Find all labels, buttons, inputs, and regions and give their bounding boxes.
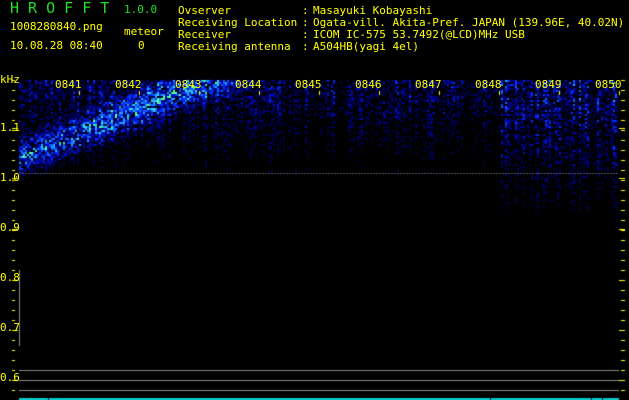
info-label-location: Receiving Location — [178, 16, 298, 29]
info-label-observer: Ovserver — [178, 4, 231, 17]
datetime: 10.08.28 08:40 — [10, 39, 103, 52]
info-value-receiver: ICOM IC-575 53.7492(@LCD)MHz USB — [313, 28, 525, 41]
x-tick-label: 0847 — [415, 78, 442, 91]
x-tick-label: 0850 — [595, 78, 622, 91]
info-colon: : — [302, 28, 309, 41]
y-tick-label: 0.6 — [0, 371, 20, 384]
info-label-receiver: Receiver — [178, 28, 231, 41]
info-label-antenna: Receiving antenna — [178, 40, 291, 53]
meteor-count: 0 — [138, 39, 145, 52]
x-tick-label: 0845 — [295, 78, 322, 91]
y-tick-label: 1.0 — [0, 171, 20, 184]
app-title: H R O F F T — [10, 0, 110, 17]
x-tick-label: 0848 — [475, 78, 502, 91]
y-tick-label: 0.9 — [0, 221, 20, 234]
x-tick-label: 0846 — [355, 78, 382, 91]
x-tick-label: 0841 — [55, 78, 82, 91]
x-tick-label: 0849 — [535, 78, 562, 91]
info-value-antenna: A504HB(yagi 4el) — [313, 40, 419, 53]
x-tick-label: 0844 — [235, 78, 262, 91]
x-tick-label: 0842 — [115, 78, 142, 91]
filename: 1008280840.png — [10, 20, 103, 33]
info-value-observer: Masayuki Kobayashi — [313, 4, 433, 17]
info-colon: : — [302, 40, 309, 53]
meteor-label: meteor — [124, 25, 164, 38]
y-axis-unit: kHz — [0, 73, 20, 86]
y-tick-label: 0.8 — [0, 271, 20, 284]
info-colon: : — [302, 16, 309, 29]
app-version: 1.0.0 — [124, 3, 158, 16]
info-colon: : — [302, 4, 309, 17]
info-value-location: Ogata-vill. Akita-Pref. JAPAN (139.96E, … — [313, 16, 625, 29]
y-tick-label: 0.7 — [0, 321, 20, 334]
y-tick-label: 1.1 — [0, 121, 20, 134]
x-tick-label: 0843 — [175, 78, 202, 91]
